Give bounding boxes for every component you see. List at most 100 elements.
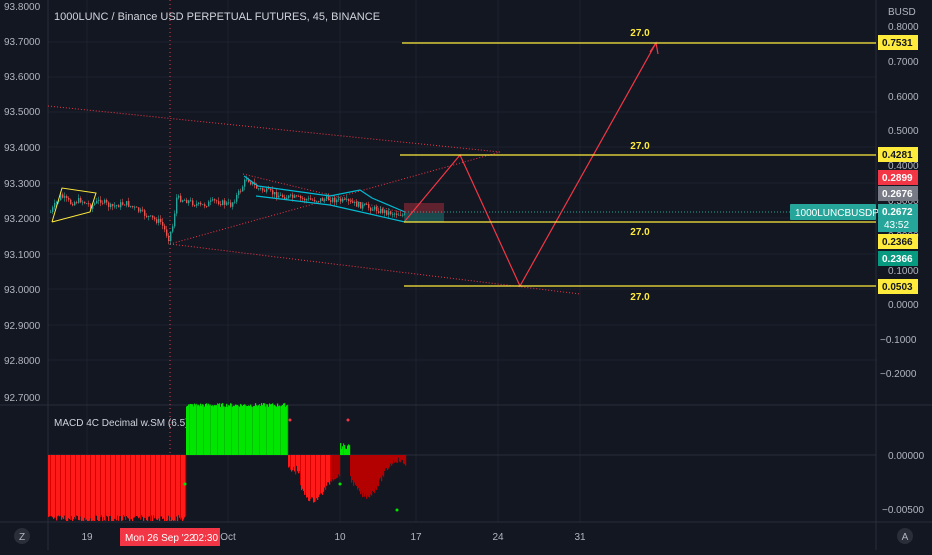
candle-body — [134, 206, 136, 208]
ticker-tag[interactable]: 1000LUNCBUSDPERP — [795, 208, 900, 219]
macd-bar — [347, 445, 349, 455]
candle-body — [270, 189, 272, 191]
time-axis[interactable]: 19 Oct 10 17 24 31 — [81, 532, 586, 543]
macd-bar — [364, 455, 366, 497]
candle-body — [192, 200, 194, 206]
left-price-axis[interactable]: 93.8000 93.7000 93.6000 93.5000 93.4000 … — [4, 2, 41, 404]
macd-bar — [168, 455, 170, 516]
macd-bar — [270, 404, 272, 455]
candle-body — [282, 194, 284, 198]
macd-bar — [197, 405, 199, 455]
macd-bar — [154, 455, 156, 519]
indicator-axis[interactable]: 0.00000 −0.00500 — [882, 451, 925, 516]
yellow-flag-pattern[interactable] — [51, 187, 97, 223]
macd-bar — [93, 455, 95, 521]
candle-body — [382, 208, 384, 213]
long-position-box[interactable] — [404, 213, 444, 222]
macd-bar — [222, 403, 224, 455]
candle-body — [54, 203, 56, 208]
yellow-levels[interactable] — [400, 42, 876, 287]
macd-bar — [371, 455, 373, 496]
candle-body — [218, 201, 220, 205]
macd-bar — [385, 455, 387, 469]
macd-bar — [111, 455, 113, 521]
macd-bar — [56, 455, 58, 521]
macd-bar — [95, 455, 97, 516]
teal-channel-pattern[interactable] — [243, 175, 406, 223]
macd-bar — [212, 405, 214, 455]
macd-bar — [311, 455, 313, 498]
candle-body — [230, 202, 232, 207]
right-axis-label: −0.1000 — [880, 335, 917, 346]
zoom-reset-icon[interactable] — [14, 528, 30, 544]
macd-bar — [226, 403, 228, 455]
price-label: 0.2676 — [882, 189, 913, 200]
macd-bar — [198, 404, 200, 455]
macd-bar — [131, 455, 133, 520]
macd-bar — [178, 455, 180, 516]
projection-path[interactable] — [404, 42, 657, 288]
macd-bar — [389, 455, 391, 467]
macd-dot — [395, 508, 399, 512]
macd-bar — [369, 455, 371, 498]
short-position-box[interactable] — [404, 203, 444, 213]
macd-bar — [401, 455, 403, 460]
macd-bar — [382, 455, 384, 476]
candle-body — [194, 205, 196, 207]
macd-bar — [66, 455, 68, 521]
auto-scale-icon[interactable] — [897, 528, 913, 544]
candle-body — [142, 209, 144, 211]
macd-bar — [246, 406, 248, 455]
macd-bar — [308, 455, 310, 501]
indicator-title[interactable]: MACD 4C Decimal w.SM (6.5) — [54, 418, 188, 429]
macd-bar — [234, 405, 236, 455]
candle-body — [332, 197, 334, 202]
macd-bar — [91, 455, 93, 521]
candle-body — [232, 202, 234, 207]
right-axis-label: 0.3000 — [888, 196, 919, 207]
candle-body — [238, 190, 240, 196]
macd-bar — [65, 455, 67, 520]
macd-bar — [190, 403, 192, 455]
upper-trend-line[interactable] — [47, 105, 501, 153]
candle-body — [112, 204, 114, 207]
candle-body — [316, 201, 318, 202]
macd-bar — [243, 404, 245, 455]
macd-bar — [295, 455, 297, 475]
macd-bar — [52, 455, 54, 518]
macd-bar — [194, 403, 196, 455]
macd-bar — [329, 455, 331, 485]
macd-bar — [109, 455, 111, 517]
macd-bar — [390, 455, 392, 464]
macd-bar — [69, 455, 71, 520]
symbol-title[interactable]: 1000LUNC / Binance USD PERPETUAL FUTURES… — [54, 11, 380, 23]
candle-body — [398, 214, 400, 216]
price-candles[interactable] — [50, 175, 406, 245]
macd-bar — [67, 455, 69, 521]
macd-bar — [140, 455, 142, 520]
candle-body — [92, 204, 94, 209]
candle-body — [258, 188, 260, 190]
candle-body — [334, 197, 336, 203]
macd-bar — [299, 455, 301, 472]
macd-histogram[interactable] — [48, 403, 407, 521]
candle-body — [354, 201, 356, 203]
macd-bar — [156, 455, 158, 520]
macd-bar — [122, 455, 124, 521]
candle-body — [340, 198, 342, 202]
candle-body — [360, 202, 362, 209]
indicator-axis-label: −0.00500 — [882, 505, 924, 516]
candle-body — [390, 211, 392, 215]
candle-body — [264, 190, 266, 192]
macd-bar — [97, 455, 99, 521]
macd-dot — [346, 418, 350, 422]
candle-body — [176, 197, 178, 214]
macd-bar — [250, 404, 252, 455]
candle-body — [80, 198, 82, 203]
macd-dot — [288, 418, 292, 422]
price-label: 0.2899 — [882, 173, 913, 184]
macd-bar — [96, 455, 98, 516]
macd-bar — [333, 455, 335, 481]
